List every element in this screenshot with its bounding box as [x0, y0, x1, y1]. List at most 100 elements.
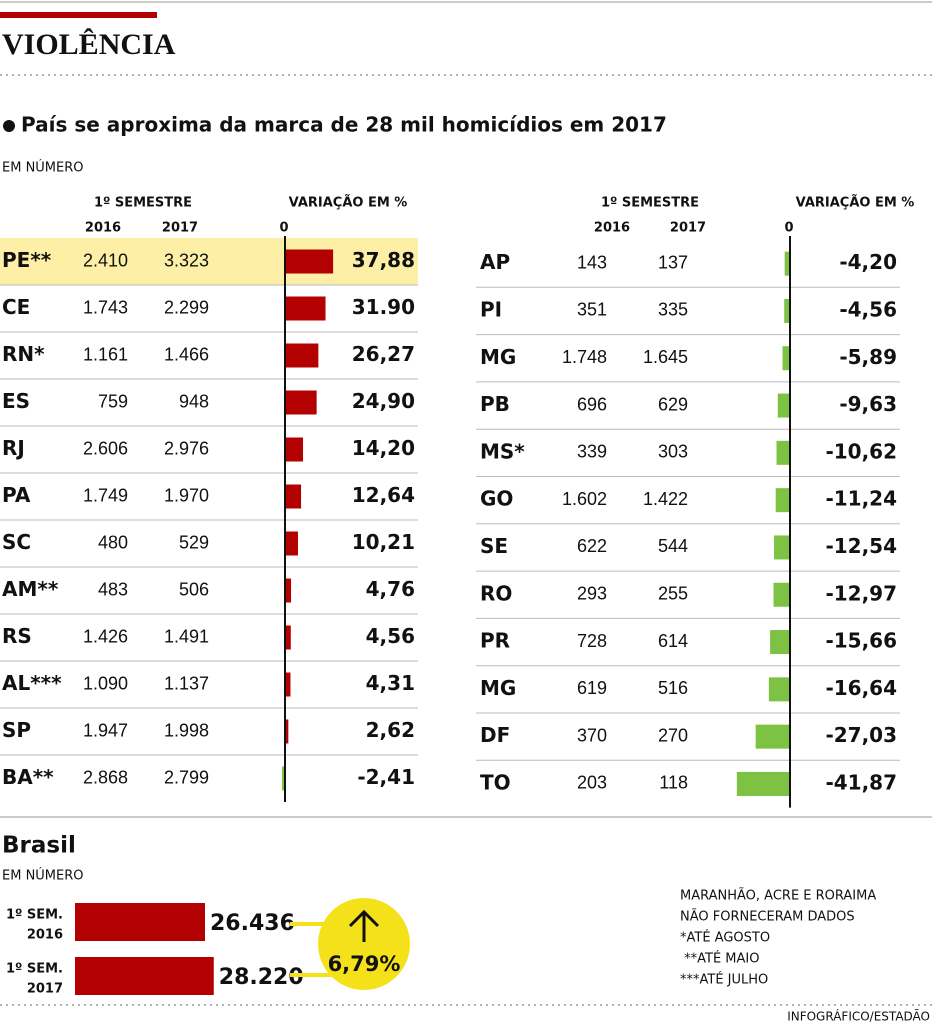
variation-bar	[285, 484, 302, 509]
variation-label: 10,21	[352, 530, 415, 554]
value-2017: 614	[658, 631, 688, 651]
value-2017: 2.299	[164, 297, 209, 317]
accent-bar	[0, 12, 157, 18]
value-2016: 619	[577, 678, 607, 698]
state: ES	[2, 389, 30, 413]
change-badge	[318, 898, 410, 990]
variation-bar	[285, 296, 326, 321]
value-2017: 2.976	[164, 438, 209, 458]
row-highlight	[0, 238, 418, 285]
value-2016: 2.410	[83, 250, 128, 270]
state: SP	[2, 718, 31, 742]
period-header: 1º SEMESTRE	[601, 196, 699, 211]
value-2016: 1.743	[83, 297, 128, 317]
value-2016: 143	[577, 252, 607, 272]
state: MS*	[480, 439, 525, 463]
note: *ATÉ AGOSTO	[680, 930, 770, 946]
variation-label: 12,64	[352, 483, 415, 507]
year-header: 2017	[670, 221, 706, 236]
variation-label: 4,76	[366, 577, 415, 601]
value-2017: 506	[179, 579, 209, 599]
value-2017: 1.998	[164, 720, 209, 740]
value-2017: 629	[658, 394, 688, 414]
brasil-category: 1º SEM.	[6, 962, 63, 977]
value-2017: 1.491	[164, 626, 209, 646]
value-2017: 137	[658, 252, 688, 272]
value-2017: 255	[658, 584, 688, 604]
variation-bar	[755, 724, 790, 749]
variation-header: VARIAÇÃO EM %	[289, 195, 408, 211]
title: VIOLÊNCIA	[2, 28, 176, 61]
value-2016: 728	[577, 631, 607, 651]
variation-label: -11,24	[825, 487, 897, 511]
variation-label: 31.90	[352, 295, 415, 319]
variation-label: -10,62	[825, 439, 897, 463]
state: SC	[2, 530, 31, 554]
variation-label: 2,62	[366, 718, 415, 742]
state: PB	[480, 392, 510, 416]
note: **ATÉ MAIO	[680, 951, 759, 967]
variation-label: -2,41	[357, 765, 415, 789]
state: BA**	[2, 765, 54, 789]
value-2016: 351	[577, 300, 607, 320]
variation-bar	[784, 251, 790, 276]
state: AL***	[2, 671, 62, 695]
state: PA	[2, 483, 31, 507]
variation-bar	[285, 672, 291, 697]
variation-bar	[736, 771, 790, 796]
period-header: 1º SEMESTRE	[94, 196, 192, 211]
state: DF	[480, 723, 510, 747]
state: AP	[480, 250, 510, 274]
note: MARANHÃO, ACRE E RORAIMA	[680, 888, 876, 904]
value-2017: 544	[658, 536, 688, 556]
value-2017: 948	[179, 391, 209, 411]
value-2016: 622	[577, 536, 607, 556]
variation-label: -9,63	[839, 392, 897, 416]
bullet	[3, 120, 15, 132]
year-header: 2016	[85, 221, 121, 236]
variation-bar	[285, 578, 292, 603]
up-arrow	[348, 909, 380, 942]
value-2016: 1.749	[83, 485, 128, 505]
value-2017: 335	[658, 300, 688, 320]
state: SE	[480, 534, 508, 558]
state: AM**	[2, 577, 59, 601]
value-2016: 1.748	[562, 347, 607, 367]
variation-bar	[768, 677, 790, 702]
note: ***ATÉ JULHO	[680, 972, 768, 988]
brasil-title: Brasil	[2, 833, 76, 859]
value-2016: 1.090	[83, 673, 128, 693]
value-2017: 1.970	[164, 485, 209, 505]
variation-bar	[773, 582, 790, 607]
year-header: 2017	[162, 221, 198, 236]
variation-label: -41,87	[825, 770, 897, 794]
value-2016: 370	[577, 725, 607, 745]
value-2017: 270	[658, 725, 688, 745]
variation-label: 26,27	[352, 342, 415, 366]
note: NÃO FORNECERAM DADOS	[680, 909, 855, 925]
value-2016: 339	[577, 442, 607, 462]
state: RS	[2, 624, 32, 648]
value-2016: 1.602	[562, 489, 607, 509]
variation-label: -12,97	[825, 581, 897, 605]
state: RO	[480, 581, 512, 605]
year-header: 2016	[594, 221, 630, 236]
unit: EM NÚMERO	[2, 160, 84, 176]
state: RN*	[2, 342, 45, 366]
value-2017: 516	[658, 678, 688, 698]
value-2016: 483	[98, 579, 128, 599]
value-2017: 1.422	[643, 489, 688, 509]
brasil-category: 1º SEM.	[6, 908, 63, 923]
variation-bar	[285, 437, 304, 462]
brasil-bar	[75, 903, 205, 941]
variation-label: -12,54	[825, 534, 897, 558]
value-2016: 759	[98, 391, 128, 411]
zero-label: 0	[784, 221, 793, 236]
value-2016: 203	[577, 773, 607, 793]
variation-bar	[774, 535, 790, 560]
variation-label: 4,56	[366, 624, 415, 648]
variation-bar	[285, 625, 291, 650]
value-2017: 1.137	[164, 673, 209, 693]
state: TO	[480, 770, 511, 794]
